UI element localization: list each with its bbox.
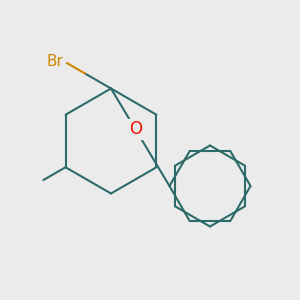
Text: Br: Br [47,54,64,69]
Text: O: O [129,120,142,138]
